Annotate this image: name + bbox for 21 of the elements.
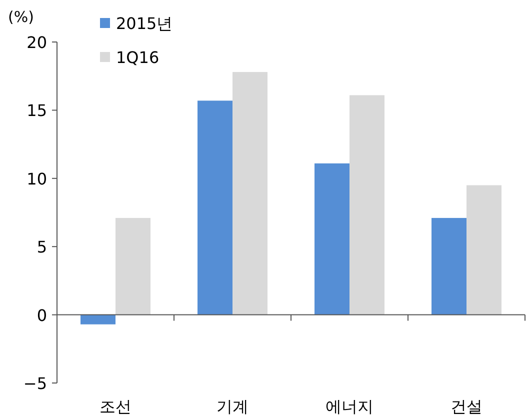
x-tick-label: 건설	[450, 397, 482, 416]
legend-label: 1Q16	[116, 48, 160, 67]
y-tick-label: 5	[36, 238, 47, 257]
legend-label: 2015년	[116, 14, 173, 33]
bar	[232, 72, 268, 315]
bar	[350, 95, 384, 315]
bar	[80, 314, 116, 324]
bar	[466, 185, 502, 315]
x-tick-label: 조선	[100, 397, 132, 416]
bar	[198, 100, 232, 315]
x-tick-label: 기계	[216, 397, 248, 416]
y-tick-label: 10	[26, 169, 47, 188]
y-tick-label: 0	[36, 306, 47, 325]
y-axis-title: (%)	[8, 8, 34, 26]
bar	[116, 218, 150, 315]
bar	[432, 218, 466, 315]
y-tick-label: −5	[23, 374, 47, 393]
y-tick-label: 20	[26, 33, 47, 52]
x-tick-label: 에너지	[326, 397, 374, 416]
y-tick-label: 15	[26, 101, 47, 120]
bar	[314, 163, 350, 315]
